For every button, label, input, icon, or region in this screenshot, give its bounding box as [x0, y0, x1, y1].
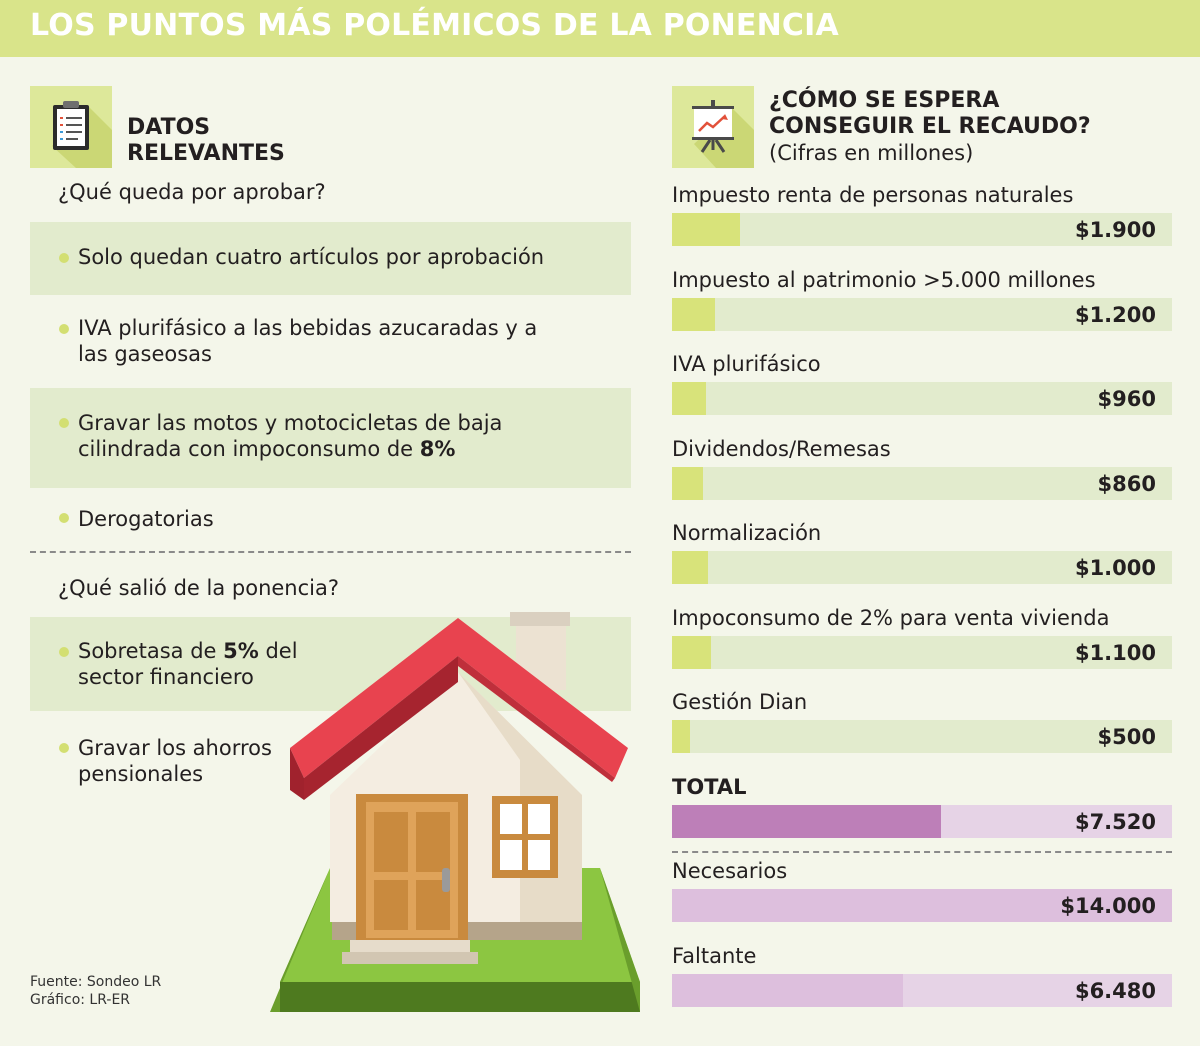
list-item-text: Derogatorias: [78, 507, 214, 531]
bullet-icon: [59, 513, 69, 523]
bar-value-label: $1.100: [1074, 641, 1156, 665]
subheading: (Cifras en millones): [769, 141, 974, 165]
page-title: LOS PUNTOS MÁS POLÉMICOS DE LA PONENCIA: [30, 8, 839, 43]
heading-line-2: CONSEGUIR EL RECAUDO?: [769, 114, 1091, 139]
bullet-icon: [59, 324, 69, 334]
bar-label: Dividendos/Remesas: [672, 437, 891, 461]
bar-label: Normalización: [672, 521, 822, 545]
bar-value-label: $6.480: [1074, 979, 1156, 1003]
bullet-icon: [59, 743, 69, 753]
line-1: Gravar las motos y motocicletas de baja: [78, 411, 503, 435]
list-item: Solo quedan cuatro artículos por aprobac…: [30, 222, 631, 295]
heading-line-1: ¿CÓMO SE ESPERA: [769, 88, 1000, 113]
bar-label: Gestión Dian: [672, 690, 808, 714]
bar-label: Faltante: [672, 944, 757, 968]
bar-value-label: $500: [1097, 725, 1156, 749]
bar: [672, 720, 690, 753]
line-1: IVA plurifásico a las bebidas azucaradas…: [78, 316, 538, 340]
bar: [672, 467, 703, 500]
recaudo-heading: ¿CÓMO SE ESPERA CONSEGUIR EL RECAUDO?: [769, 88, 1091, 140]
bar-track: $960: [672, 382, 1172, 415]
bar-value-label: $7.520: [1074, 810, 1156, 834]
bar-label: Impuesto al patrimonio >5.000 millones: [672, 268, 1096, 292]
bar: [672, 889, 1172, 922]
bar: [672, 636, 711, 669]
line-1-post: del: [258, 639, 298, 663]
line-2-text: cilindrada con impoconsumo de: [78, 437, 420, 461]
datos-relevantes-heading: DATOS RELEVANTES: [127, 115, 285, 167]
list-item-text: Solo quedan cuatro artículos por aprobac…: [78, 245, 545, 269]
divider: [672, 851, 1172, 853]
bar-label: TOTAL: [672, 775, 747, 799]
source-text: Fuente: Sondeo LR: [30, 974, 162, 990]
bar-value-label: $1.900: [1074, 218, 1156, 242]
heading-line-1: DATOS: [127, 115, 211, 140]
list-item-text: Sobretasa de 5% del sector financiero: [78, 638, 298, 690]
list-item: Gravar las motos y motocicletas de baja …: [30, 388, 631, 488]
bar-track: $500: [672, 720, 1172, 753]
house-illustration: [270, 612, 640, 1012]
bullet-icon: [59, 647, 69, 657]
list-item-text: Gravar las motos y motocicletas de baja …: [78, 410, 502, 462]
bar-track: $6.480: [672, 974, 1172, 1007]
bar: [672, 551, 708, 584]
line-1-bold: 5%: [223, 639, 259, 663]
clipboard-icon-box: [30, 86, 112, 168]
bullet-icon: [59, 418, 69, 428]
bar-value-label: $14.000: [1060, 894, 1156, 918]
bar-track: $1.100: [672, 636, 1172, 669]
presentation-icon-box: [672, 86, 754, 168]
bar-value-label: $1.000: [1074, 556, 1156, 580]
bar-track: $1.900: [672, 213, 1172, 246]
bar-value-label: $860: [1097, 472, 1156, 496]
bar-label: Impuesto renta de personas naturales: [672, 183, 1074, 207]
list-item: IVA plurifásico a las bebidas azucaradas…: [30, 295, 631, 388]
line-2: las gaseosas: [78, 342, 212, 366]
bar-label: Necesarios: [672, 859, 788, 883]
line-1-text: Sobretasa de: [78, 639, 224, 663]
line-2: sector financiero: [78, 665, 254, 689]
list-item: Gravar los ahorros pensionales: [30, 711, 330, 801]
bar-value-label: $1.200: [1074, 303, 1156, 327]
line-2: cilindrada con impoconsumo de 8%: [78, 436, 502, 462]
bar-track: $1.000: [672, 551, 1172, 584]
heading-line-2: RELEVANTES: [127, 141, 285, 166]
bullet-icon: [59, 253, 69, 263]
line-2-bold: 8%: [419, 437, 456, 461]
bar-track: $1.200: [672, 298, 1172, 331]
bar: [672, 974, 903, 1007]
credit-text: Gráfico: LR-ER: [30, 992, 131, 1008]
bar-value-label: $960: [1097, 387, 1156, 411]
line-2: pensionales: [78, 762, 204, 786]
bar-label: Impoconsumo de 2% para venta vivienda: [672, 606, 1110, 630]
bar-track: $7.520: [672, 805, 1172, 838]
header-bar: LOS PUNTOS MÁS POLÉMICOS DE LA PONENCIA: [0, 0, 1200, 57]
bar: [672, 382, 706, 415]
bar: [672, 213, 740, 246]
question-salio-ponencia: ¿Qué salió de la ponencia?: [58, 576, 339, 600]
list-item: Derogatorias: [30, 488, 631, 548]
line-1: Gravar los ahorros: [78, 736, 272, 760]
question-por-aprobar: ¿Qué queda por aprobar?: [58, 180, 326, 204]
presentation-chart-icon: [692, 100, 754, 168]
bar: [672, 298, 715, 331]
divider: [30, 551, 631, 553]
clipboard-icon: [52, 101, 112, 168]
bar-label: IVA plurifásico: [672, 352, 821, 376]
line-1: Sobretasa de 5% del: [78, 638, 298, 664]
bar-track: $860: [672, 467, 1172, 500]
list-item-text: IVA plurifásico a las bebidas azucaradas…: [78, 315, 537, 367]
bar: [672, 805, 941, 838]
list-item-text: Gravar los ahorros pensionales: [78, 735, 272, 787]
bar-track: $14.000: [672, 889, 1172, 922]
